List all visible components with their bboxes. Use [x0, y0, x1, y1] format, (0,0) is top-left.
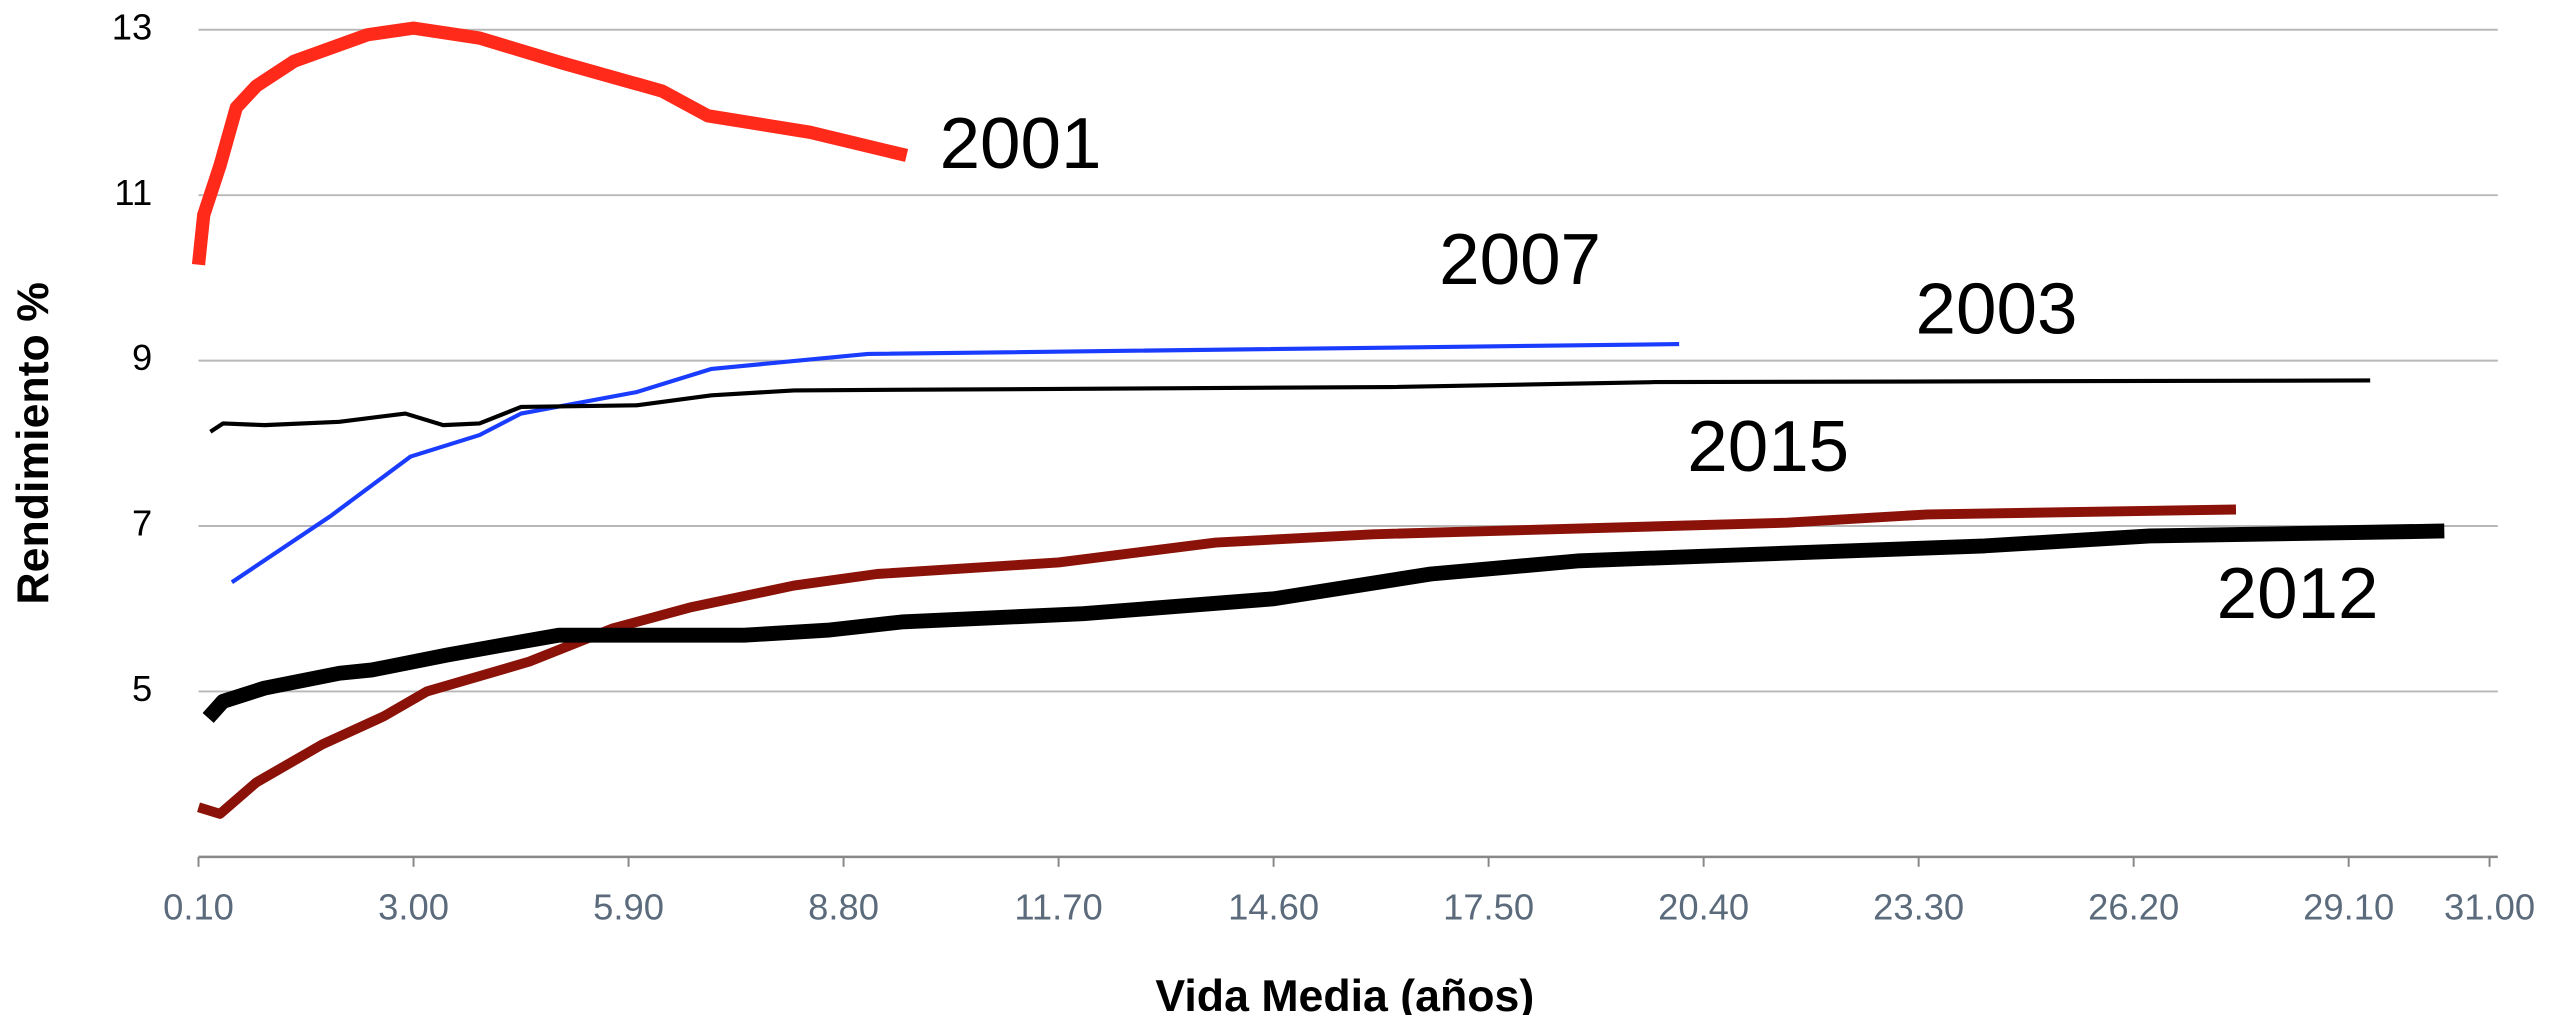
series-line — [202, 523, 2445, 723]
x-tick-label: 8.80 — [808, 886, 879, 927]
x-tick-label: 29.10 — [2303, 886, 2394, 927]
series-label: 2015 — [1687, 406, 1849, 487]
y-axis-title: Rendimiento % — [9, 282, 58, 605]
x-tick-label: 31.00 — [2444, 886, 2535, 927]
series-label: 2003 — [1916, 269, 2078, 350]
x-tick-label: 20.40 — [1658, 886, 1749, 927]
series-label: 2007 — [1439, 219, 1601, 300]
series-label: 2012 — [2217, 553, 2379, 634]
x-axis-title: Vida Media (años) — [1155, 972, 1534, 1015]
series-line — [230, 342, 1680, 584]
x-tick-label: 5.90 — [593, 886, 664, 927]
series-line — [191, 21, 909, 266]
x-tick-label: 0.10 — [163, 886, 234, 927]
y-tick-label: 11 — [114, 172, 152, 213]
x-tick-label: 14.60 — [1228, 886, 1319, 927]
y-tick-label: 5 — [132, 668, 152, 709]
series-label: 2001 — [940, 103, 1102, 184]
y-tick-label: 7 — [132, 503, 152, 544]
y-tick-label: 9 — [132, 337, 152, 378]
x-tick-label: 23.30 — [1873, 886, 1964, 927]
x-tick-label: 3.00 — [378, 886, 449, 927]
series-line — [197, 504, 2237, 819]
y-tick-label: 13 — [112, 6, 152, 47]
x-tick-label: 17.50 — [1443, 886, 1534, 927]
x-tick-label: 26.20 — [2088, 886, 2179, 927]
x-tick-label: 11.70 — [1014, 886, 1102, 927]
series-line — [209, 378, 2371, 434]
